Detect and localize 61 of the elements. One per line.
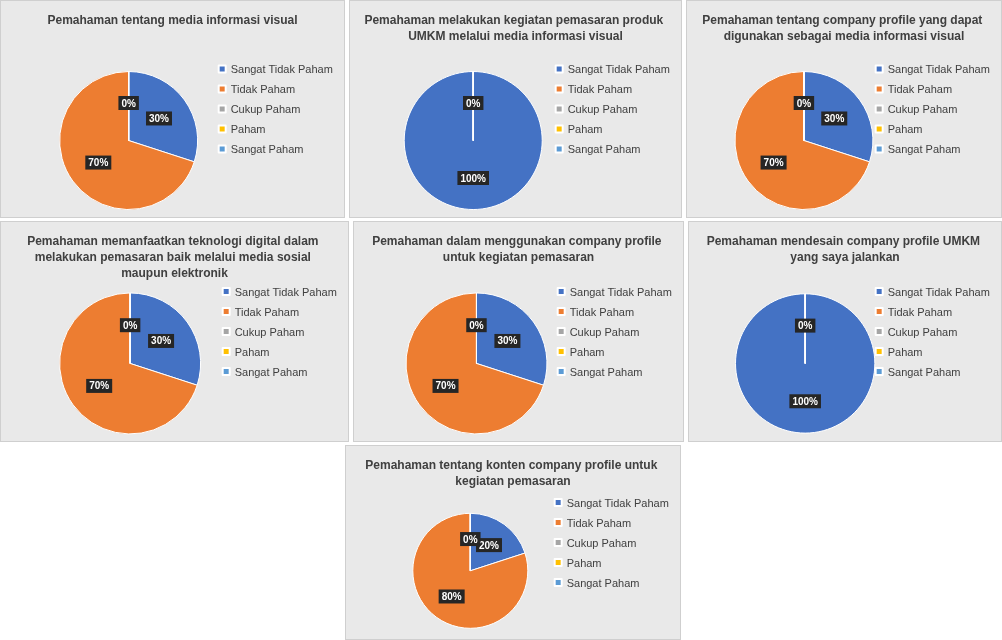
legend-label: Cukup Paham (887, 103, 958, 115)
chart-title: Pemahaman melakukan kegiatan pemasaran produk UMKM melalui media informasi visual (364, 13, 667, 43)
legend-label: Cukup Paham (887, 325, 958, 338)
data-label: 80% (441, 590, 462, 602)
legend-label: Cukup Paham (230, 103, 301, 115)
data-label: 70% (763, 157, 784, 169)
legend-label: Sangat Tidak Paham (230, 63, 333, 75)
legend-label: Sangat Tidak Paham (887, 63, 990, 75)
legend-label: Cukup Paham (234, 325, 305, 338)
legend-label: Sangat Paham (887, 365, 961, 378)
data-label: 100% (460, 172, 487, 184)
legend-label: Tidak Paham (234, 305, 300, 318)
legend-label: Paham (230, 123, 266, 135)
data-label: 30% (148, 112, 170, 124)
data-label: 30% (824, 112, 845, 124)
legend-label: Cukup Paham (569, 325, 640, 338)
data-label: 100% (792, 395, 819, 407)
chart-title: Pemahaman tentang media informasi visual (47, 13, 298, 27)
legend-label: Tidak Paham (567, 83, 633, 95)
chart-title: Pemahaman dalam menggunakan company profile untuk kegiatan pemasaran (372, 234, 665, 264)
legend-label: Sangat Tidak Paham (566, 496, 669, 509)
data-label: 70% (89, 380, 110, 392)
legend-label: Cukup Paham (567, 103, 638, 115)
text: 0% (469, 319, 484, 331)
legend-label: Sangat Paham (567, 143, 641, 155)
chart-title: Pemahaman mendesain company profile UMKM yang saya jalankan (706, 234, 984, 264)
data-label: 30% (151, 335, 172, 347)
legend-label: Sangat Tidak Paham (234, 285, 337, 298)
data-label: 30% (497, 335, 518, 347)
legend-label: Sangat Paham (230, 143, 304, 155)
text: 0% (796, 97, 812, 109)
legend-label: Sangat Tidak Paham (887, 285, 990, 298)
text: 0% (121, 97, 136, 109)
legend-label: Paham (234, 345, 270, 358)
legend-label: Sangat Tidak Paham (569, 285, 672, 298)
legend-label: Sangat Paham (566, 576, 640, 589)
legend-label: Tidak Paham (887, 305, 953, 318)
legend-label: Sangat Paham (234, 365, 308, 378)
legend-label: Sangat Tidak Paham (567, 63, 670, 75)
legend-label: Paham (569, 345, 605, 358)
legend-label: Sangat Paham (887, 143, 961, 155)
legend-label: Paham (887, 123, 923, 135)
text: 0% (465, 97, 481, 109)
legend-label: Sangat Paham (569, 365, 643, 378)
data-label: 70% (435, 380, 456, 392)
legend-label: Tidak Paham (566, 516, 632, 529)
chart-title: Pemahaman tentang konten company profile untuk kegiatan pemasaran (365, 458, 661, 488)
text: 0% (797, 320, 813, 332)
legend-label: Paham (887, 345, 923, 358)
data-label: 20% (478, 539, 500, 551)
chart-title: Pemahaman memanfaatkan teknologi digital dalam melakukan pemasaran baik melalui media sosial maupun elektronik (27, 234, 322, 280)
legend-label: Paham (566, 556, 602, 569)
text: 0% (122, 319, 138, 331)
text: 0% (463, 533, 478, 545)
legend-label: Tidak Paham (887, 83, 953, 95)
chart-title: Pemahaman tentang company profile yang dapat digunakan sebagai media informasi visual (702, 13, 986, 43)
legend-label: Tidak Paham (569, 305, 635, 318)
legend-label: Cukup Paham (566, 536, 637, 549)
legend-label: Tidak Paham (230, 83, 296, 95)
legend-label: Paham (567, 123, 603, 135)
data-label: 70% (88, 157, 109, 169)
